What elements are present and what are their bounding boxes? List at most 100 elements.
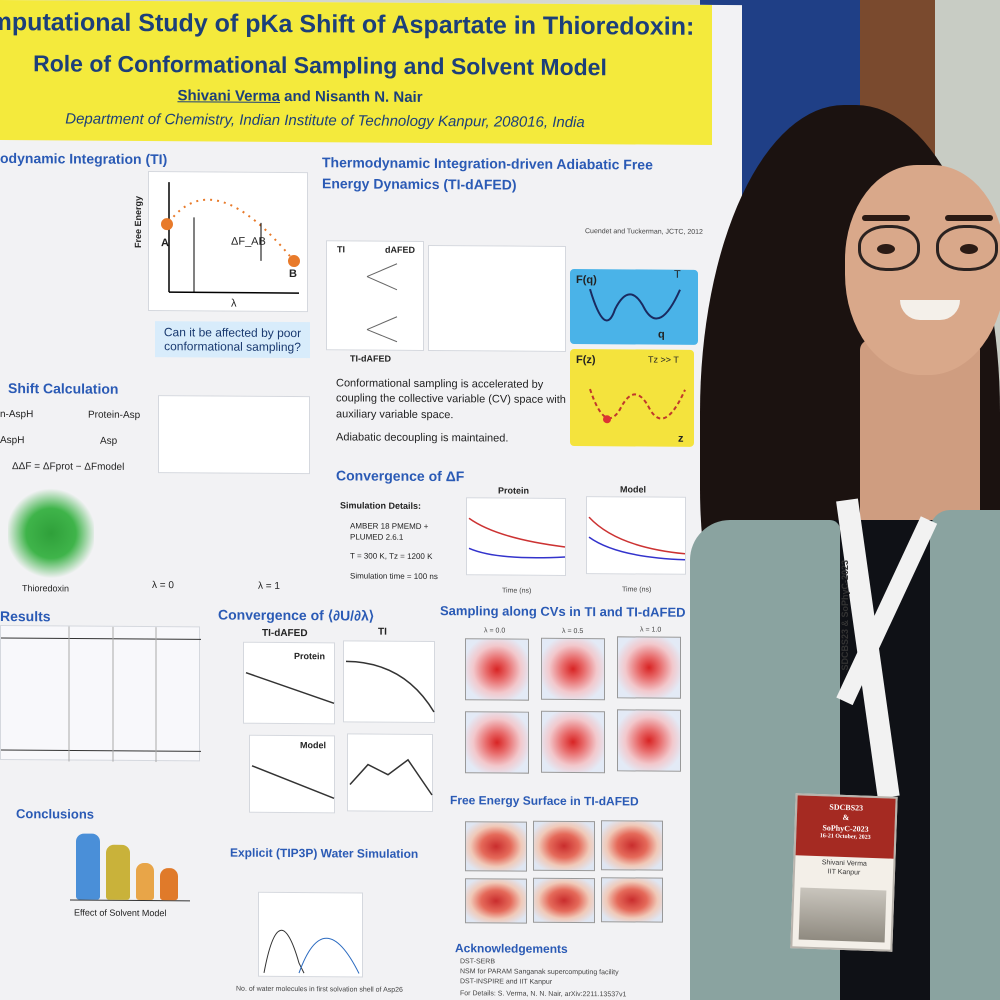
- du-model-tidafed-line: [251, 765, 335, 800]
- left-brow: [862, 215, 910, 221]
- lambda1-label: λ = 1: [258, 580, 280, 592]
- sim-amber: AMBER 18 PMEMD + PLUMED 2.6.1: [350, 521, 429, 543]
- solvent-bar-chart: [70, 830, 190, 902]
- bar-tip1p: [76, 833, 100, 900]
- glasses-right: [936, 225, 998, 271]
- bar-tip3p: [106, 844, 130, 900]
- du-protein-ti-line: [345, 660, 435, 713]
- thioredoxin-label: Thioredoxin: [22, 583, 70, 594]
- lanyard-text: SDCBS23 & SoPhyC-2023: [840, 560, 850, 671]
- free-energy-label: Free Energy: [133, 195, 143, 249]
- equation-box: [428, 244, 566, 352]
- glasses-left: [858, 225, 920, 271]
- sampling-heatmap-ti-05: [541, 637, 605, 701]
- left-eye: [877, 244, 895, 254]
- poster: mputational Study of pKa Shift of Aspart…: [0, 0, 742, 1000]
- bar-expt: [160, 868, 178, 901]
- fes-map-6: [601, 877, 663, 923]
- t-label: T: [674, 268, 681, 281]
- fq-panel: F(q) T q: [570, 269, 698, 345]
- water-probability-plot: [258, 891, 363, 978]
- fz-panel: F(z) Tz >> T z: [570, 348, 694, 447]
- point-b: B: [289, 268, 297, 281]
- model-convergence-plot: [586, 496, 686, 575]
- delta-fab: ΔF_AB: [231, 235, 266, 248]
- fes-map-5: [533, 877, 595, 924]
- author-2: Nisanth N. Nair: [315, 88, 423, 106]
- ack-item-2: NSM for PARAM Sanganak supercomputing fa…: [460, 968, 619, 977]
- section-conv-du: Convergence of ⟨∂U/∂λ⟩: [218, 606, 375, 624]
- model-convergence-lines: [588, 516, 686, 561]
- lambda-axis: λ: [231, 297, 237, 310]
- affiliation: Department of Chemistry, Indian Institut…: [65, 110, 585, 132]
- bullet-1: Conformational sampling is accelerated b…: [336, 377, 566, 421]
- du-protein-ti: [343, 640, 435, 724]
- model-title: Model: [620, 484, 646, 495]
- sim-details-title: Simulation Details:: [340, 500, 422, 511]
- citation: Cuendet and Tuckerman, JCTC, 2012: [585, 228, 703, 236]
- asp: Asp: [100, 435, 118, 447]
- point-a: A: [161, 237, 169, 250]
- author-and: and: [284, 87, 311, 106]
- right-eye: [960, 244, 978, 254]
- section-fes: Free Energy Surface in TI-dAFED: [450, 793, 639, 809]
- dafed-col: dAFED: [385, 244, 415, 255]
- section-tiafed: Thermodynamic Integration-driven Adiabat…: [322, 154, 653, 193]
- du-protein-label: Protein: [294, 651, 326, 662]
- time-axis-model: Time (ns): [622, 586, 652, 594]
- sampling-heatmap-dafed-05: [541, 710, 605, 774]
- tidafed-label: TI-dAFED: [350, 353, 391, 364]
- col-tidafed: TI-dAFED: [262, 627, 308, 640]
- ack-item-1: DST-SERB: [460, 958, 496, 966]
- title-banner: mputational Study of pKa Shift of Aspart…: [0, 0, 712, 145]
- section-ti: odynamic Integration (TI): [0, 150, 168, 168]
- badge-building-photo: [798, 887, 887, 943]
- name-badge: SDCBS23 & SoPhyC-2023 16-21 October, 202…: [790, 793, 898, 952]
- fq-curve: [589, 288, 681, 322]
- bullet-2: Adiabatic decoupling is maintained.: [336, 431, 509, 445]
- details-ref: For Details: S. Verma, N. N. Nair, arXiv…: [460, 990, 627, 999]
- ti-graph: A B ΔF_AB λ: [148, 171, 308, 313]
- section-conv-df: Convergence of ΔF: [336, 467, 465, 485]
- du-model-label: Model: [300, 740, 326, 751]
- ti-col: TI: [337, 244, 345, 255]
- ti-curve: [161, 182, 300, 294]
- sim-time: Simulation time = 100 ns: [350, 571, 438, 582]
- protein-convergence-lines: [468, 517, 566, 559]
- poster-title-line1: mputational Study of pKa Shift of Aspart…: [0, 7, 695, 41]
- sampling-heatmap-dafed-1: [617, 709, 681, 772]
- water-axis: No. of water molecules in first solvatio…: [236, 985, 403, 994]
- lambda0-label: λ = 0: [152, 580, 174, 592]
- pka-equation: [158, 395, 310, 475]
- fz-curve: [589, 388, 686, 424]
- tz-label: Tz >> T: [648, 354, 679, 365]
- fes-map-1: [465, 821, 527, 872]
- blazer-right: [930, 510, 1000, 1000]
- fes-map-3: [601, 820, 663, 871]
- section-ack: Acknowledgements: [455, 941, 568, 956]
- protein-convergence-plot: [466, 497, 566, 576]
- badge-name-block: Shivani Verma IIT Kanpur: [795, 857, 894, 879]
- thioredoxin-structure: [8, 488, 94, 579]
- right-brow: [945, 215, 993, 221]
- delta-eq: ΔΔF = ΔFprot − ΔFmodel: [12, 461, 125, 473]
- du-model-ti-line: [349, 758, 433, 796]
- col-ti: TI: [378, 626, 387, 638]
- asph: AspH: [0, 435, 25, 447]
- section-sampling: Sampling along CVs in TI and TI-dAFED: [440, 603, 686, 620]
- section-shift: Shift Calculation: [8, 380, 119, 397]
- protein-title: Protein: [498, 485, 530, 496]
- water-probability-curves: [263, 929, 360, 974]
- fq-label: F(q): [576, 274, 597, 287]
- fz-label: F(z): [576, 354, 596, 367]
- du-protein-tidafed: Protein: [243, 641, 335, 725]
- ti-schematic: TI dAFED: [326, 240, 424, 351]
- ack-item-3: DST-INSPIRE and IIT Kanpur: [460, 978, 553, 986]
- smile: [900, 300, 960, 320]
- schematic-arrows: [366, 263, 398, 343]
- sampling-heatmap-ti-1: [617, 636, 681, 699]
- sampling-l1: λ = 1.0: [640, 626, 662, 634]
- effect-label: Effect of Solvent Model: [74, 907, 167, 919]
- du-model-ti: [347, 733, 433, 813]
